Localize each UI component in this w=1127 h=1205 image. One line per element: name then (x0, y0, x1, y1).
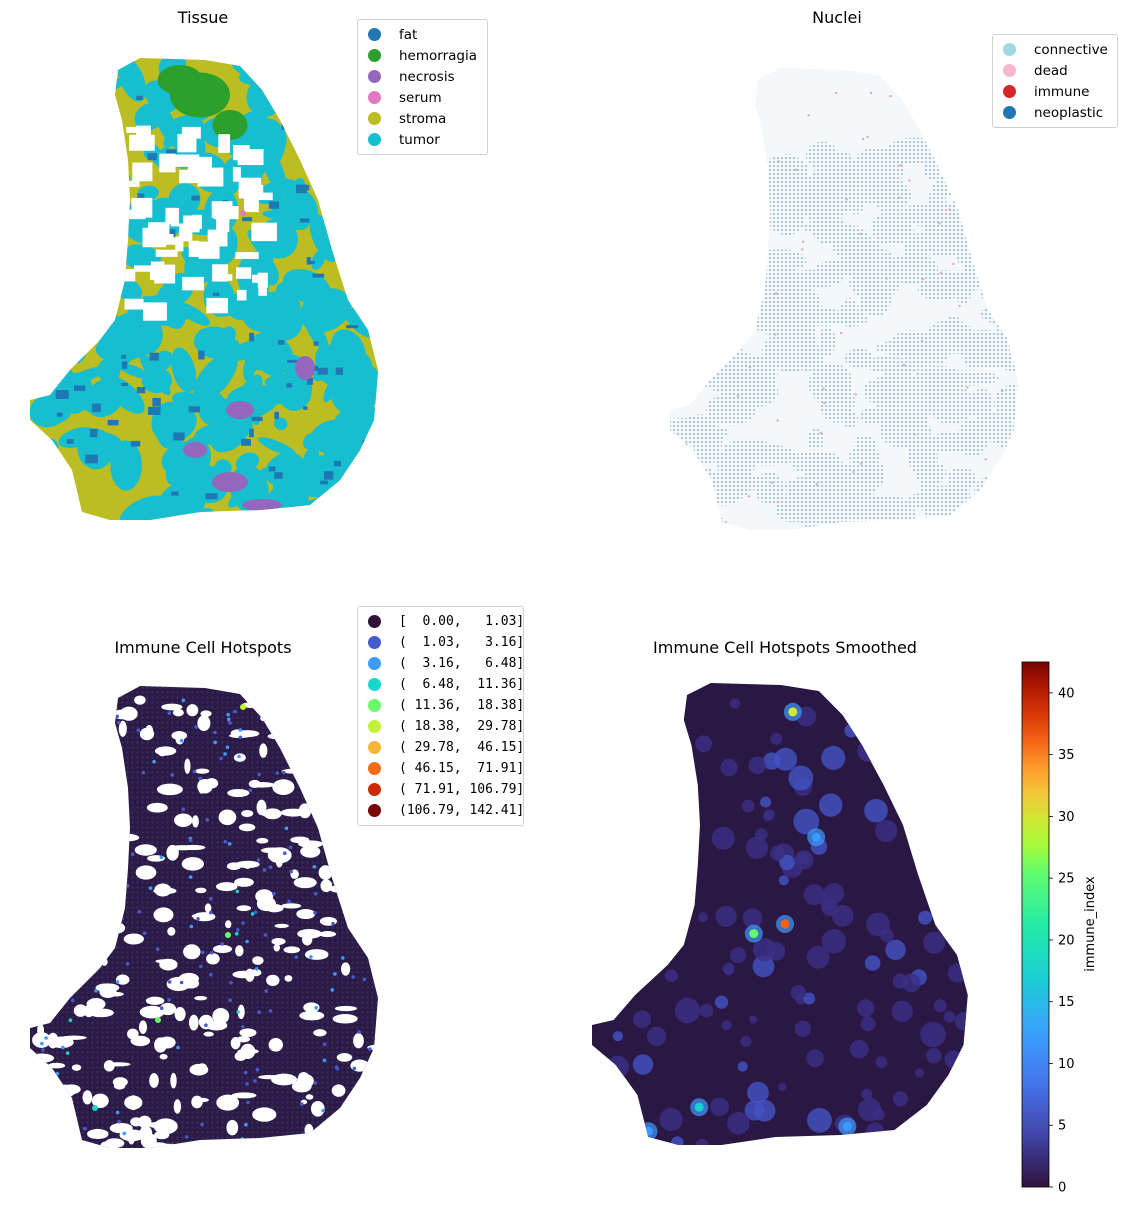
hotspot-legend-marker (368, 615, 381, 628)
hotspot-legend-label: ( 71.91, 106.79] (399, 782, 525, 797)
hotspot-legend-marker (368, 741, 381, 754)
tissue-legend-label: serum (399, 89, 442, 106)
tissue-legend-entry: hemorragia (368, 45, 481, 66)
hotspot-point (842, 1121, 852, 1131)
colorbar-tick-label: 15 (1058, 995, 1075, 1010)
hotspot-map (30, 686, 378, 1148)
nuclei-legend: connective dead immune neoplastic (992, 34, 1118, 128)
hotspot-legend-entry: ( 71.91, 106.79] (368, 779, 524, 800)
nuclei-legend-entry: dead (1003, 60, 1111, 81)
hotspot-legend-label: [ 0.00, 1.03] (399, 614, 525, 629)
tissue-legend-label: hemorragia (399, 47, 478, 64)
hotspot-legend-label: ( 1.03, 3.16] (399, 635, 525, 650)
tissue-legend-label: stroma (399, 110, 447, 127)
nuclei-legend-entry: neoplastic (1003, 102, 1111, 123)
tissue-legend-entry: serum (368, 87, 481, 108)
tissue-map (30, 58, 378, 520)
tissue-legend-entry: necrosis (368, 66, 481, 87)
hotspot-legend-marker (368, 678, 381, 691)
hotspot-point (811, 832, 821, 842)
colorbar-tick-label: 35 (1058, 748, 1075, 763)
hotspot-legend: [ 0.00, 1.03] ( 1.03, 3.16] ( 3.16, 6.48] (… (357, 606, 524, 826)
nuclei-legend-label: neoplastic (1034, 104, 1104, 121)
colorbar-tick-label: 30 (1058, 810, 1075, 825)
nuclei-legend-label: connective (1034, 41, 1108, 58)
tissue-legend-label: fat (399, 26, 418, 43)
tissue-legend-label: tumor (399, 131, 440, 148)
tissue-legend: fat hemorragia necrosis serum stroma tumor (357, 19, 488, 155)
nuclei-legend-marker (1003, 106, 1016, 119)
tissue-title: Tissue (177, 8, 229, 27)
hotspot-legend-label: ( 29.78, 46.15] (399, 740, 525, 755)
hotspot-legend-entry: ( 46.15, 71.91] (368, 758, 524, 779)
hotspot-legend-entry: ( 29.78, 46.15] (368, 737, 524, 758)
colorbar-tick-label: 10 (1058, 1057, 1075, 1072)
hotspot-legend-label: ( 46.15, 71.91] (399, 761, 525, 776)
tissue-legend-marker (368, 133, 381, 146)
hotspot-legend-marker (368, 762, 381, 775)
hotspots-title: Immune Cell Hotspots (114, 638, 292, 657)
smoothed-title: Immune Cell Hotspots Smoothed (653, 638, 917, 657)
hotspot-legend-label: (106.79, 142.41] (399, 803, 525, 818)
tissue-legend-entry: tumor (368, 129, 481, 150)
colorbar-gradient (1021, 661, 1050, 1188)
tissue-legend-entry: stroma (368, 108, 481, 129)
tissue-legend-label: necrosis (399, 68, 455, 85)
colorbar-label: immune_index (1083, 876, 1098, 972)
nuclei-legend-marker (1003, 85, 1016, 98)
colorbar-tick-label: 40 (1058, 686, 1075, 701)
tissue-legend-entry: fat (368, 24, 481, 45)
hotspot-legend-marker (368, 804, 381, 817)
hotspot-point (671, 861, 681, 871)
hotspot-legend-label: ( 6.48, 11.36] (399, 677, 525, 692)
colorbar-tick-label: 25 (1058, 872, 1075, 887)
hotspot-legend-marker (368, 657, 381, 670)
hotspot-legend-entry: (106.79, 142.41] (368, 800, 524, 821)
colorbar-tick-label: 20 (1058, 933, 1075, 948)
nuclei-legend-entry: connective (1003, 39, 1111, 60)
hotspot-legend-entry: ( 6.48, 11.36] (368, 674, 524, 695)
nuclei-legend-entry: immune (1003, 81, 1111, 102)
colorbar-tick-label: 5 (1058, 1119, 1066, 1134)
hotspot-point (644, 1126, 653, 1136)
hotspot-point (788, 707, 798, 717)
hotspot-legend-marker (368, 636, 381, 649)
hotspot-legend-entry: ( 1.03, 3.16] (368, 632, 524, 653)
tissue-legend-marker (368, 28, 381, 41)
hotspot-point (749, 929, 759, 939)
nuclei-legend-label: dead (1034, 62, 1068, 79)
hotspot-point (780, 919, 790, 929)
hotspot-legend-entry: ( 3.16, 6.48] (368, 653, 524, 674)
hotspot-legend-label: ( 3.16, 6.48] (399, 656, 525, 671)
hotspot-legend-marker (368, 699, 381, 712)
colorbar: 0 5 10 15 20 25 30 35 40 immune_index (1021, 661, 1098, 1196)
nuclei-legend-label: immune (1034, 83, 1090, 100)
nuclei-legend-marker (1003, 43, 1016, 56)
hotspot-legend-marker (368, 720, 381, 733)
hotspot-legend-entry: ( 11.36, 18.38] (368, 695, 524, 716)
nuclei-title: Nuclei (812, 8, 862, 27)
hotspot-legend-marker (368, 783, 381, 796)
hotspot-legend-label: ( 18.38, 29.78] (399, 719, 525, 734)
hotspot-legend-entry: [ 0.00, 1.03] (368, 611, 524, 632)
nuclei-legend-marker (1003, 64, 1016, 77)
tissue-legend-marker (368, 70, 381, 83)
tissue-legend-marker (368, 49, 381, 62)
nuclei-map (670, 68, 1018, 530)
hotspot-point (694, 1102, 704, 1112)
hotspot-legend-entry: ( 18.38, 29.78] (368, 716, 524, 737)
tissue-legend-marker (368, 112, 381, 125)
hotspot-legend-label: ( 11.36, 18.38] (399, 698, 525, 713)
tissue-legend-marker (368, 91, 381, 104)
smoothed-hotspot-map (592, 683, 968, 1145)
colorbar-tick-label: 0 (1058, 1181, 1066, 1196)
